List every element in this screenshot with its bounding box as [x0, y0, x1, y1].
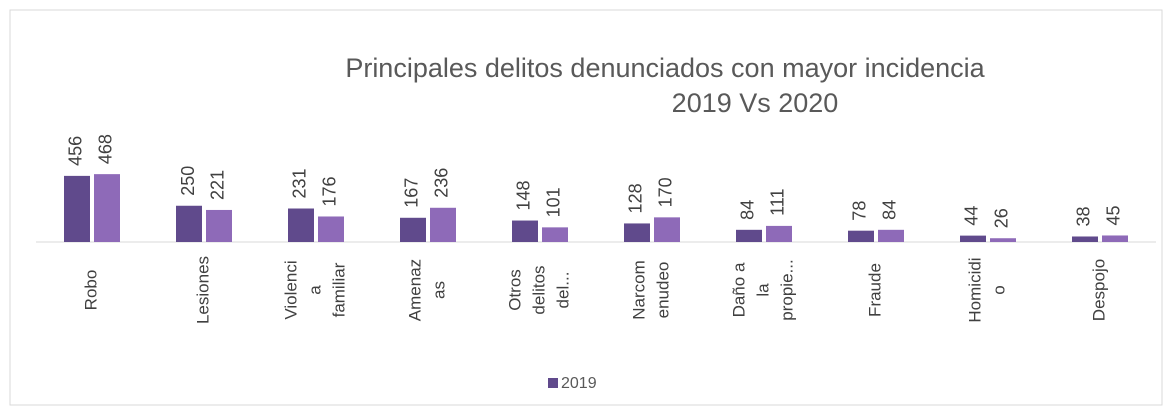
bar [654, 217, 680, 242]
value-label: 128 [626, 183, 646, 213]
value-label: 456 [66, 136, 86, 166]
bar [94, 174, 120, 242]
value-label: 101 [544, 187, 564, 217]
bar [318, 216, 344, 242]
x-tick-label: la [753, 283, 772, 297]
bar [512, 220, 538, 242]
value-label: 84 [738, 200, 758, 220]
x-tick-label: Lesiones [193, 256, 212, 324]
value-label: 26 [992, 208, 1012, 228]
bar [542, 227, 568, 242]
x-tick-label: Robo [81, 270, 100, 311]
bar [1102, 235, 1128, 242]
value-label: 148 [514, 180, 534, 210]
bar [206, 209, 232, 242]
bar [766, 225, 792, 242]
x-tick-label: delitos [529, 265, 548, 314]
value-label: 45 [1104, 205, 1124, 225]
legend-swatch [548, 378, 558, 388]
bar [960, 235, 986, 242]
x-tick-label: Fraude [865, 263, 884, 317]
value-label: 236 [432, 168, 452, 198]
x-tick-label: o [989, 285, 1008, 294]
legend-label: 2019 [561, 375, 597, 392]
value-label: 231 [290, 168, 310, 198]
x-tick-label: Violenci [281, 260, 300, 319]
bar [400, 217, 426, 242]
x-tick-label: Despojo [1089, 259, 1108, 321]
x-tick-label: propie... [777, 259, 796, 320]
value-label: 38 [1074, 206, 1094, 226]
bar [990, 238, 1016, 242]
x-tick-label: Homicidi [965, 257, 984, 322]
x-tick-label: Otros [505, 269, 524, 311]
value-label: 78 [850, 201, 870, 221]
x-tick-label: Narcom [629, 260, 648, 320]
value-label: 176 [320, 176, 340, 206]
bar [848, 230, 874, 242]
value-label: 250 [178, 166, 198, 196]
bar [624, 223, 650, 242]
bar [64, 175, 90, 242]
value-label: 111 [768, 189, 788, 216]
bar [878, 229, 904, 242]
value-label: 221 [208, 170, 228, 200]
bar [1072, 236, 1098, 242]
value-label: 170 [656, 177, 676, 207]
bar [288, 208, 314, 242]
value-label: 84 [880, 200, 900, 220]
bar [430, 207, 456, 242]
x-tick-label: del... [553, 272, 572, 309]
x-tick-label: as [429, 281, 448, 299]
x-tick-label: Daño a [729, 262, 748, 317]
value-label: 468 [96, 134, 116, 164]
x-tick-label: enudeo [653, 262, 672, 319]
bar [176, 205, 202, 242]
value-label: 167 [402, 178, 422, 208]
x-tick-label: a [305, 285, 324, 295]
chart-title: 2019 Vs 2020 [672, 88, 839, 118]
x-tick-label: Amenaz [405, 259, 424, 321]
x-tick-label: familiar [329, 262, 348, 317]
value-label: 44 [962, 206, 982, 226]
bar [736, 229, 762, 242]
chart-title: Principales delitos denunciados con mayo… [345, 53, 985, 83]
